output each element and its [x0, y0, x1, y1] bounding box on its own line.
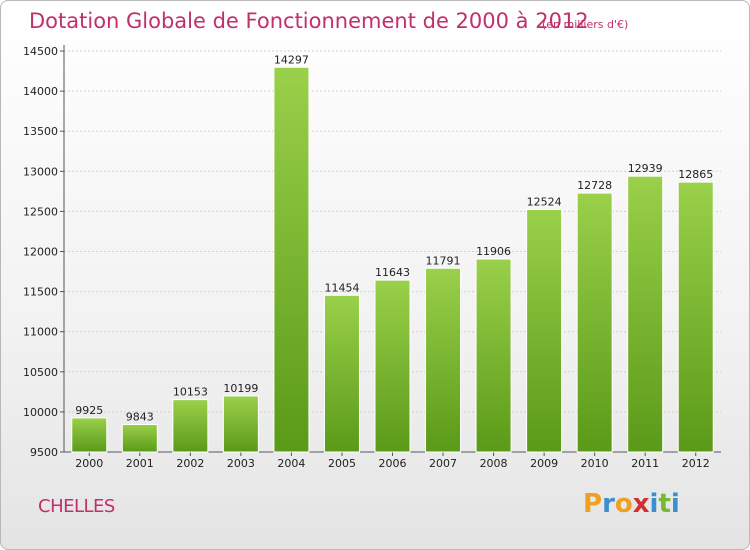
bar-2010[interactable] — [576, 192, 613, 453]
x-tick-label-2008: 2008 — [480, 457, 508, 470]
bar-2009[interactable] — [526, 208, 563, 453]
x-tick-label-2000: 2000 — [75, 457, 103, 470]
value-label-2010: 12728 — [577, 179, 612, 192]
chart-unit: (en milliers d'€) — [542, 18, 629, 31]
bar-2007[interactable] — [425, 267, 462, 453]
bars — [71, 66, 714, 453]
value-label-2003: 10199 — [223, 382, 258, 395]
x-tick-label-2006: 2006 — [379, 457, 407, 470]
x-tick-label-2009: 2009 — [530, 457, 558, 470]
x-tick-label-2005: 2005 — [328, 457, 356, 470]
y-tick-label-8: 13500 — [23, 125, 58, 138]
value-label-2001: 9843 — [126, 410, 154, 423]
bar-2005[interactable] — [323, 294, 360, 453]
bar-2000[interactable] — [71, 417, 108, 453]
axes: 9500 10000 10500 11000 11500 12000 12500 13000 1… — [23, 45, 721, 470]
logo-letter-2: o — [614, 489, 633, 519]
y-tick-label-2: 10500 — [23, 366, 58, 379]
x-tick-label-2004: 2004 — [277, 457, 305, 470]
x-tick-label-2007: 2007 — [429, 457, 457, 470]
y-tick-label-5: 12000 — [23, 246, 58, 259]
y-tick-label-3: 11000 — [23, 326, 58, 339]
y-tick-label-7: 13000 — [23, 165, 58, 178]
x-tick-label-2012: 2012 — [682, 457, 710, 470]
bar-2004[interactable] — [273, 66, 310, 453]
proxiti-logo[interactable]: Proxiti — [583, 489, 680, 519]
x-tick-label-2001: 2001 — [126, 457, 154, 470]
bar-2003[interactable] — [222, 395, 259, 453]
value-label-2000: 9925 — [75, 404, 103, 417]
value-label-2012: 12865 — [678, 168, 713, 181]
y-tick-label-4: 11500 — [23, 286, 58, 299]
bar-2011[interactable] — [627, 175, 664, 453]
bar-2006[interactable] — [374, 279, 411, 453]
x-tick-label-2003: 2003 — [227, 457, 255, 470]
value-label-2008: 11906 — [476, 245, 511, 258]
logo-letter-4: i — [649, 489, 659, 519]
logo-letter-1: r — [602, 489, 615, 519]
value-labels: 9925 9843 10153 10199 14297 11454 11643 11791 11… — [75, 53, 713, 423]
y-tick-label-0: 9500 — [30, 446, 58, 459]
bar-2012[interactable] — [677, 181, 714, 453]
logo-letter-3: x — [632, 489, 650, 519]
logo-letter-5: t — [658, 489, 671, 519]
x-tick-label-2011: 2011 — [631, 457, 659, 470]
value-label-2009: 12524 — [527, 195, 562, 208]
y-tick-label-1: 10000 — [23, 406, 58, 419]
chart-title: Dotation Globale de Fonctionnement de 20… — [29, 9, 589, 33]
x-tick-label-2002: 2002 — [176, 457, 204, 470]
value-label-2011: 12939 — [628, 162, 663, 175]
x-tick-label-2010: 2010 — [581, 457, 609, 470]
logo-letter-0: P — [583, 489, 603, 519]
value-label-2007: 11791 — [426, 254, 461, 267]
city-name: CHELLES — [38, 496, 115, 517]
y-tick-label-9: 14000 — [23, 85, 58, 98]
bar-2008[interactable] — [475, 258, 512, 453]
y-tick-label-10: 14500 — [23, 45, 58, 58]
value-label-2002: 10153 — [173, 386, 208, 399]
value-label-2006: 11643 — [375, 266, 410, 279]
logo-letter-6: i — [670, 489, 680, 519]
bar-2002[interactable] — [172, 399, 209, 453]
y-tick-label-6: 12500 — [23, 205, 58, 218]
bar-2001[interactable] — [121, 423, 158, 453]
value-label-2005: 11454 — [324, 281, 359, 294]
value-label-2004: 14297 — [274, 53, 309, 66]
